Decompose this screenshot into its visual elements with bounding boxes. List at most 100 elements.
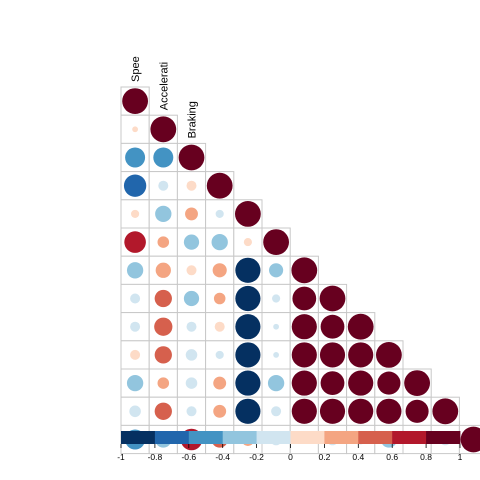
correlation-circle-5-0 [124,231,146,253]
correlation-circle-6-1 [155,262,171,278]
correlation-circle-11-9 [376,398,402,424]
colorbar-tick-label-4: -0.2 [249,452,264,462]
correlation-circle-8-7 [320,314,345,339]
correlation-circle-6-4 [235,257,261,283]
correlation-circle-7-0 [130,293,141,304]
correlation-circle-4-0 [131,209,140,218]
correlation-circle-5-1 [157,236,170,248]
colorbar-segment-5 [290,431,325,444]
colorbar-tick-label-0: -1 [117,452,125,462]
colorbar-tick-label-10: 1 [458,452,463,462]
correlation-circle-3-3 [206,172,233,199]
correlation-circle-6-5 [269,263,284,278]
correlation-circle-11-4 [235,398,261,424]
correlation-circle-2-2 [178,144,205,171]
colorbar-tick-label-6: 0.2 [318,452,330,462]
correlation-circle-11-11 [432,398,459,425]
correlation-circle-9-9 [376,342,402,368]
colorbar-tick-label-3: -0.4 [215,452,230,462]
correlation-circle-7-5 [272,294,281,303]
correlation-circle-12-12 [460,426,480,453]
colorbar-tick-label-5: 0 [288,452,293,462]
correlation-circle-9-8 [348,342,374,368]
correlation-circle-10-10 [404,370,430,396]
colorbar-tick-label-7: 0.4 [352,452,364,462]
colorbar: -1 -0.8 -0.6 -0.4 -0.2 0 0.2 0.4 0.6 0.8 1 [117,431,463,462]
correlation-circle-9-5 [273,352,279,358]
correlation-circle-10-6 [291,370,317,396]
colorbar-segment-1 [154,431,190,444]
correlation-circle-3-2 [186,180,197,191]
correlation-circle-3-0 [123,174,147,197]
correlation-circle-2-0 [125,147,146,168]
colorbar-segment-9 [426,431,461,444]
correlation-circle-7-3 [213,292,226,305]
correlation-circle-7-1 [154,289,172,308]
correlation-circle-8-1 [154,317,173,336]
correlation-circle-8-6 [291,314,317,340]
correlation-circle-10-3 [213,376,227,390]
correlation-circle-4-3 [215,209,224,218]
correlation-circle-11-7 [319,398,346,424]
correlation-circle-5-4 [243,238,252,247]
correlation-circle-6-6 [291,257,318,284]
correlation-circle-11-3 [213,404,227,418]
colorbar-segment-4 [256,431,291,444]
correlation-circle-2-1 [153,147,174,168]
correlation-circle-9-0 [130,349,141,360]
correlation-circle-7-4 [235,285,261,312]
colorbar-segment-6 [324,431,359,444]
correlation-circle-8-2 [186,321,197,332]
correlation-circle-9-4 [235,342,261,368]
correlation-circle-9-1 [154,346,172,364]
correlation-circle-10-8 [348,370,374,396]
correlation-circle-4-4 [235,201,261,227]
colorbar-segment-7 [358,431,393,444]
colorbar-tick-label-9: 0.8 [420,452,432,462]
correlation-circle-10-0 [126,374,144,392]
correlation-circle-8-3 [214,321,225,332]
correlation-circle-4-2 [185,207,198,221]
correlation-circle-6-3 [212,263,227,278]
correlation-circle-9-7 [319,342,346,368]
correlation-circle-10-2 [185,377,198,389]
grid-cell [148,171,178,201]
correlation-circle-5-5 [263,229,289,256]
correlation-circle-9-3 [215,350,224,359]
grid-cell [120,255,150,285]
correlation-circle-11-5 [271,406,282,417]
correlation-circle-5-2 [183,234,200,250]
correlation-circle-8-8 [347,313,374,340]
variable-label-2: Braking [187,101,199,138]
colorbar-tick-label-2: -0.6 [181,452,196,462]
correlation-circle-11-10 [405,399,429,423]
correlation-circle-8-5 [273,323,279,330]
correlation-circle-5-3 [211,233,228,251]
correlation-circle-10-9 [377,371,401,395]
colorbar-segment-3 [222,431,257,444]
correlation-circle-7-2 [183,290,200,307]
correlation-circle-9-6 [291,342,317,368]
correlation-circle-6-0 [126,262,144,279]
correlation-circle-3-1 [158,180,169,191]
correlation-circle-8-0 [130,321,141,332]
correlation-circle-10-7 [320,371,345,395]
correlation-circle-1-0 [132,126,138,133]
colorbar-segment-0 [121,431,156,444]
correlation-circle-10-1 [157,377,170,389]
grid-cell [205,199,235,229]
correlation-circle-11-1 [154,402,172,420]
colorbar-segment-8 [392,431,427,444]
correlation-grid [120,86,480,455]
colorbar-tick-label-8: 0.6 [386,452,398,462]
correlation-circle-8-4 [235,314,261,340]
correlation-circle-6-2 [186,265,197,276]
correlation-circle-7-7 [319,285,346,312]
correlation-circle-0-0 [122,88,148,114]
correlation-circle-4-1 [155,205,172,223]
variable-label-1: Accelerati [158,62,170,110]
variable-labels: Spee Accelerati Braking [130,56,198,138]
correlation-circle-7-6 [292,286,317,311]
correlation-circle-1-1 [150,116,177,143]
